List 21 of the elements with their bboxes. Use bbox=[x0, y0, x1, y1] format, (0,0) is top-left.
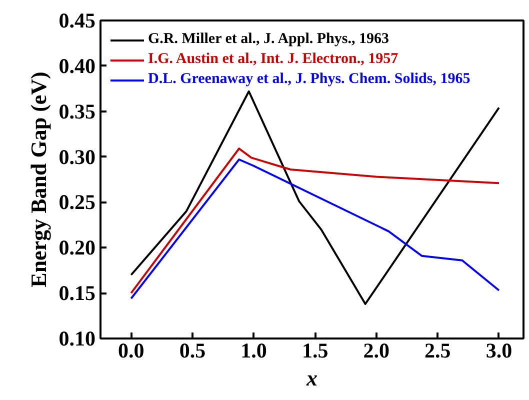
y-tick-label: 0.15 bbox=[58, 281, 96, 306]
x-tick-label: 3.0 bbox=[486, 338, 512, 362]
y-tick-label: 0.25 bbox=[58, 190, 96, 214]
x-tick-label: 2.5 bbox=[424, 338, 451, 362]
line-series bbox=[130, 90, 500, 305]
y-axis-title: Energy Band Gap (eV) bbox=[26, 72, 51, 288]
x-tick-label: 1.0 bbox=[240, 338, 267, 362]
y-tick-label: 0.10 bbox=[58, 326, 96, 350]
y-tick-label: 0.45 bbox=[58, 8, 96, 32]
y-tick-label: 0.20 bbox=[58, 236, 96, 260]
legend-label: G.R. Miller et al., J. Appl. Phys., 1963 bbox=[148, 31, 389, 48]
x-tick-label: 0.0 bbox=[118, 338, 144, 362]
x-axis-title: x bbox=[306, 366, 318, 390]
y-tick-label: 0.35 bbox=[58, 99, 96, 124]
x-tick-label: 1.5 bbox=[302, 338, 328, 362]
y-tick-label: 0.30 bbox=[58, 144, 96, 169]
legend-label: D.L. Greenaway et al., J. Phys. Chem. Solids, 1965 bbox=[148, 71, 470, 88]
x-tick-label: 2.0 bbox=[363, 338, 390, 362]
x-tick-label: 0.5 bbox=[179, 338, 206, 362]
y-tick-label: 0.40 bbox=[58, 54, 96, 78]
legend-label: I.G. Austin et al., Int. J. Electron., 1957 bbox=[148, 51, 398, 68]
